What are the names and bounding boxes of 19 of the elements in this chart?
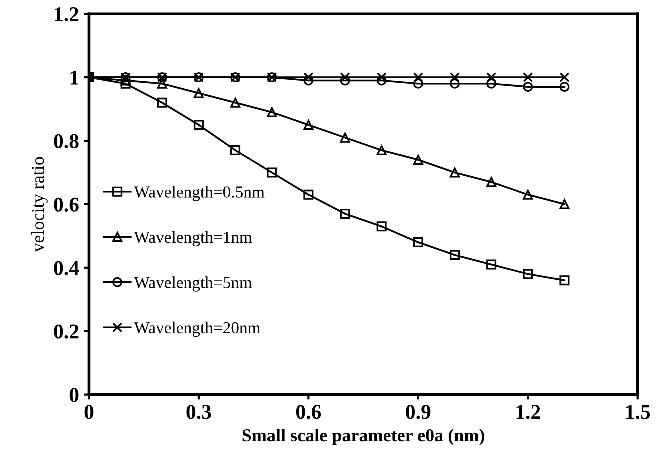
- y-tick-label: 0.4: [54, 261, 80, 276]
- y-tick-label: 1: [70, 71, 78, 85]
- x-tick-label: 1.2: [516, 405, 540, 420]
- x-tick-label: 1.5: [626, 405, 650, 420]
- y-tick-label: 1.2: [55, 8, 79, 22]
- x-axis-title: Small scale parameter e0a (nm): [242, 428, 484, 446]
- legend-label: Wavelength=20nm: [134, 322, 261, 338]
- x-tick-label: 0.3: [186, 405, 212, 420]
- legend-label: Wavelength=0.5nm: [134, 186, 265, 202]
- y-tick-label: 0: [70, 388, 79, 402]
- x-tick-label: 0.9: [406, 405, 431, 420]
- legend-label: Wavelength=5nm: [134, 276, 252, 292]
- legend-label: Wavelength=1nm: [134, 231, 252, 247]
- x-tick-label: 0: [84, 405, 94, 420]
- y-tick-label: 0.6: [54, 198, 79, 212]
- y-tick-label: 0.8: [54, 134, 79, 149]
- y-tick-label: 0.2: [54, 324, 79, 339]
- y-axis-title: velocity ratio: [31, 157, 48, 252]
- x-tick-label: 0.6: [296, 405, 322, 420]
